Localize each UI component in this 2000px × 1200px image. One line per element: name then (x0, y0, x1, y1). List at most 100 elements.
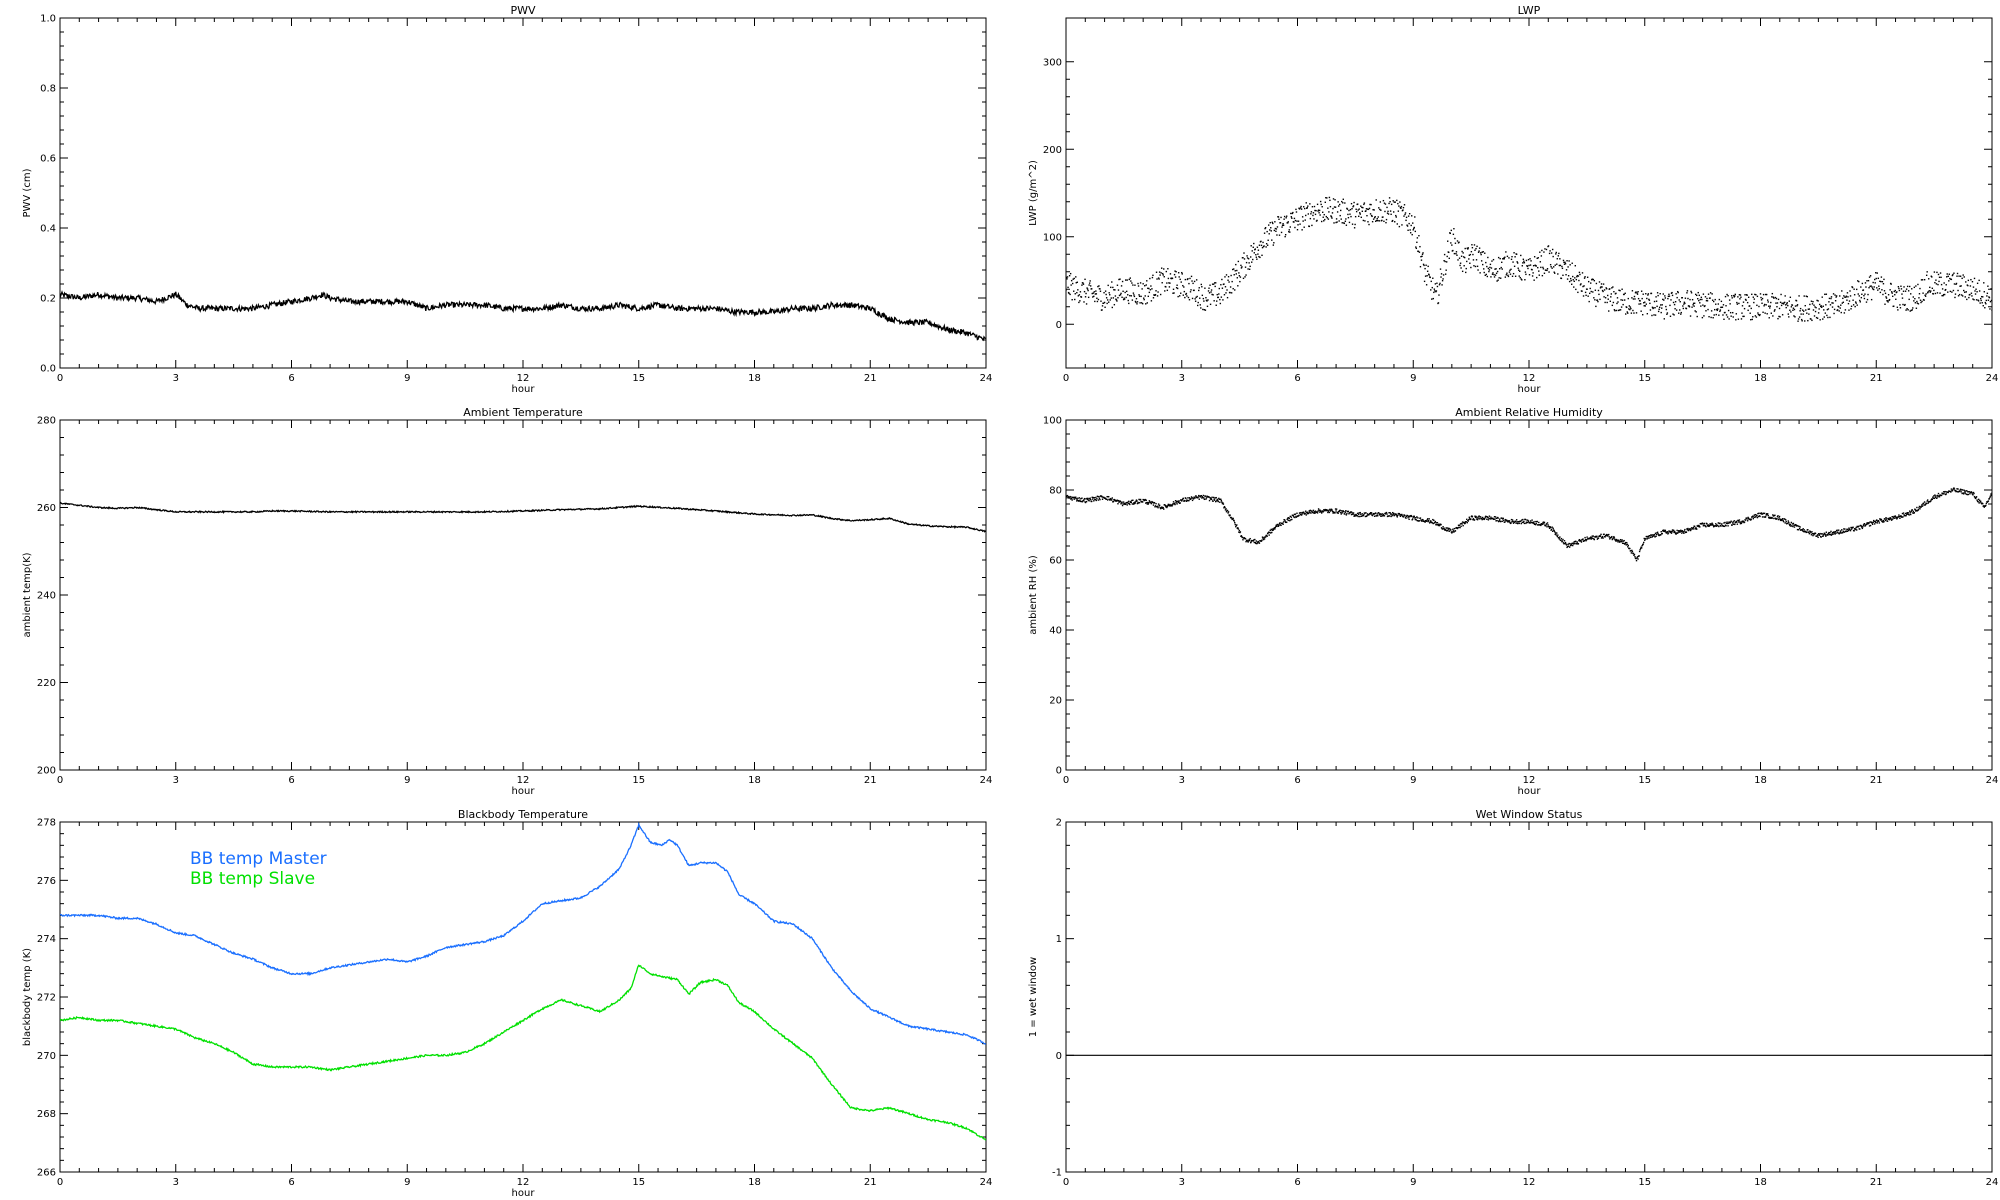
data-point (1423, 264, 1425, 267)
data-point (1788, 316, 1790, 318)
data-point (1572, 542, 1574, 544)
data-point (1086, 287, 1088, 289)
data-point (1945, 288, 1947, 291)
data-point (1643, 541, 1645, 544)
data-point (1584, 291, 1587, 294)
data-point (1931, 498, 1934, 501)
data-point (1274, 227, 1277, 230)
data-point (1366, 208, 1369, 210)
data-point (1611, 538, 1614, 541)
data-point (1211, 293, 1213, 296)
data-point (1520, 522, 1522, 525)
data-point (1392, 200, 1394, 202)
y-tick-label: 80 (1049, 486, 1062, 497)
data-point (1383, 220, 1385, 223)
data-point (1283, 215, 1286, 218)
data-point (1695, 311, 1697, 313)
data-point (1270, 532, 1272, 534)
data-point (1131, 503, 1134, 505)
data-point (1361, 210, 1364, 212)
data-point (1767, 513, 1769, 515)
data-point (1879, 291, 1882, 294)
data-point (1684, 297, 1687, 299)
data-point (1732, 522, 1734, 524)
data-point (1217, 499, 1219, 502)
data-point (1849, 295, 1852, 297)
data-point (1269, 221, 1271, 224)
data-point (1613, 537, 1616, 539)
data-point (1341, 222, 1343, 224)
data-point (1930, 500, 1932, 502)
data-point (1658, 306, 1661, 309)
data-point (1490, 276, 1492, 278)
data-point (1139, 302, 1141, 304)
data-point (1204, 309, 1207, 311)
data-point (1925, 502, 1928, 505)
data-point (1738, 519, 1741, 521)
data-point (1145, 284, 1147, 286)
data-point (1536, 257, 1538, 260)
data-point (1341, 512, 1343, 514)
data-point (1991, 309, 1992, 311)
data-point (1715, 523, 1717, 525)
data-point (1763, 516, 1765, 518)
data-point (1621, 542, 1624, 545)
data-point (1661, 304, 1663, 306)
data-point (1560, 277, 1563, 280)
data-point (1068, 274, 1071, 277)
data-point (1962, 274, 1964, 276)
data-point (1573, 543, 1575, 545)
data-point (1756, 304, 1758, 307)
data-point (1535, 265, 1537, 267)
data-point (1970, 292, 1973, 294)
data-point (1810, 534, 1813, 536)
data-point (1133, 503, 1136, 505)
data-point (1790, 521, 1793, 524)
data-point (1885, 516, 1887, 519)
x-tick-label: 3 (1179, 373, 1185, 384)
data-point (1127, 502, 1129, 505)
data-point (1914, 302, 1917, 304)
data-point (1990, 493, 1992, 495)
data-point (1952, 289, 1955, 292)
data-point (1892, 518, 1894, 520)
data-point (1708, 315, 1710, 318)
data-point (1341, 200, 1343, 203)
data-point (1226, 509, 1229, 512)
data-point (1306, 511, 1308, 514)
data-point (1857, 280, 1859, 282)
data-point (1379, 514, 1381, 516)
data-point (1083, 499, 1085, 501)
data-point (1399, 514, 1401, 516)
data-point (1706, 524, 1709, 527)
data-point (1128, 302, 1130, 305)
data-point (1603, 296, 1605, 298)
data-point (1693, 525, 1696, 528)
data-point (1509, 269, 1511, 271)
data-point (1162, 506, 1164, 509)
data-point (1873, 520, 1875, 523)
data-point (1638, 555, 1640, 557)
data-point (1152, 274, 1154, 277)
data-point (1683, 301, 1686, 303)
data-point (1227, 511, 1230, 513)
data-point (1625, 544, 1627, 546)
data-point (1490, 516, 1492, 518)
data-point (1505, 520, 1507, 522)
data-point (1334, 199, 1336, 201)
data-point (1888, 517, 1890, 520)
data-point (1414, 216, 1416, 218)
data-point (1839, 531, 1841, 533)
data-point (1379, 513, 1382, 515)
data-point (1513, 265, 1516, 268)
data-point (1454, 530, 1457, 532)
data-point (1325, 509, 1327, 512)
data-point (1380, 513, 1383, 515)
data-point (1537, 524, 1539, 526)
data-point (1077, 497, 1079, 499)
data-point (1563, 263, 1566, 265)
data-point (1768, 517, 1770, 519)
data-point (1568, 546, 1571, 548)
data-point (1128, 500, 1130, 503)
data-point (1943, 293, 1946, 296)
